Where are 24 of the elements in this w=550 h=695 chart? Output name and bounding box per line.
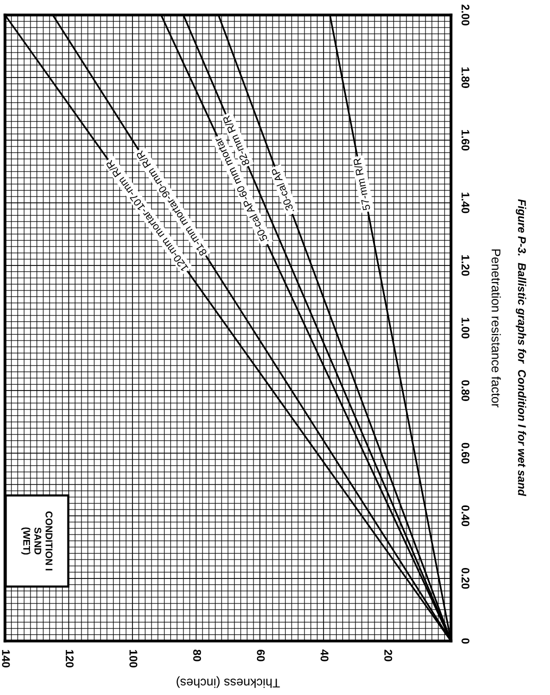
y-axis-title: Penetration resistance factor <box>492 249 501 408</box>
y-tick-label: 0 <box>462 638 470 644</box>
text: .30-cal AP <box>270 168 294 214</box>
y-tick-label: 1.60 <box>462 130 470 151</box>
y-tick-label: 1.00 <box>462 318 470 338</box>
y-tick-label: 0.40 <box>462 505 470 526</box>
x-tick-label: 40 <box>320 650 328 662</box>
x-tick-label: 140 <box>2 650 10 668</box>
x-tick-label: 60 <box>256 650 265 662</box>
y-tick-label: 0.60 <box>462 442 470 464</box>
text: Figure P-3. Ballistic graphs for Condition I for wet sand <box>516 199 526 496</box>
x-tick-label: 100 <box>129 650 138 668</box>
y-tick-label: 2.00 <box>462 4 470 26</box>
x-tick-label: 80 <box>193 650 202 662</box>
y-tick-label: 0.20 <box>462 568 470 589</box>
x-tick-label: 20 <box>384 650 392 662</box>
y-tick-label: 1.80 <box>462 67 470 88</box>
x-tick-label: 120 <box>66 650 74 668</box>
y-tick-label: 1.40 <box>462 192 470 214</box>
y-tick-label: 0.80 <box>462 380 470 401</box>
y-tick-label: 1.20 <box>462 255 470 276</box>
text: 57-mm R/R <box>352 158 370 211</box>
annotation: CONDITION I SAND (WET) <box>21 511 52 570</box>
x-axis-title: Thickness (inches) <box>176 676 280 688</box>
